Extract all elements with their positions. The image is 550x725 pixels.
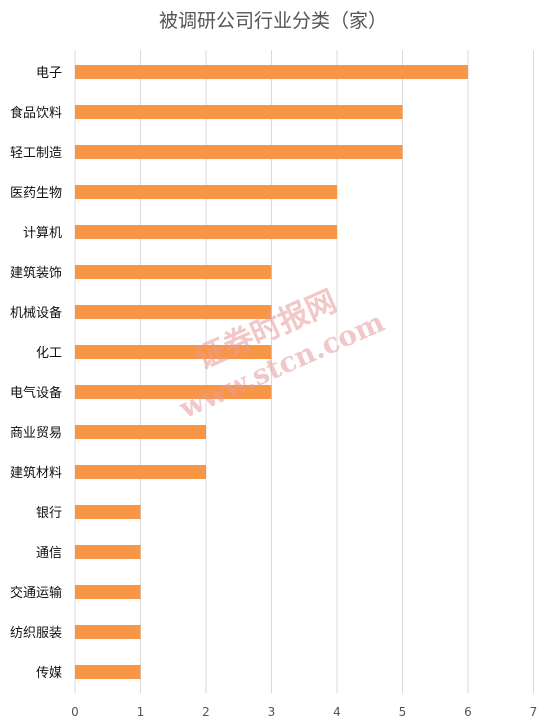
category-label: 电子 — [36, 66, 62, 81]
x-tick-label: 4 — [333, 705, 341, 719]
bar — [75, 545, 141, 559]
bar — [75, 65, 468, 79]
bar — [75, 305, 272, 319]
category-label: 化工 — [36, 346, 62, 361]
bars — [75, 65, 468, 679]
category-label: 建筑材料 — [10, 465, 62, 481]
category-label: 医药生物 — [10, 186, 62, 201]
x-tick-label: 2 — [202, 705, 210, 719]
bar — [75, 505, 141, 519]
bar — [75, 145, 403, 159]
x-tick-label: 3 — [268, 705, 276, 719]
bar — [75, 625, 141, 639]
bar — [75, 265, 272, 279]
x-tick-label: 7 — [530, 705, 538, 719]
bar — [75, 105, 403, 119]
category-label: 通信 — [36, 546, 62, 561]
x-tick-label: 1 — [137, 705, 145, 719]
bar — [75, 465, 206, 479]
x-tick-label: 5 — [399, 705, 407, 719]
bar — [75, 385, 272, 399]
category-labels: 电子食品饮料轻工制造医药生物计算机建筑装饰机械设备化工电气设备商业贸易建筑材料银… — [10, 66, 62, 681]
category-label: 机械设备 — [10, 305, 62, 321]
chart-title: 被调研公司行业分类（家） — [159, 10, 387, 32]
category-label: 轻工制造 — [10, 146, 62, 161]
category-label: 银行 — [36, 506, 62, 521]
category-label: 食品饮料 — [10, 105, 62, 121]
category-label: 建筑装饰 — [10, 265, 62, 281]
category-label: 电气设备 — [10, 385, 62, 401]
bar — [75, 185, 337, 199]
category-label: 商业贸易 — [10, 426, 62, 441]
bar — [75, 345, 272, 359]
bar — [75, 585, 141, 599]
bar — [75, 665, 141, 679]
category-label: 交通运输 — [10, 585, 62, 601]
bar — [75, 225, 337, 239]
watermark: 证券时报网 www.stcn.com — [173, 284, 389, 426]
category-label: 纺织服装 — [10, 626, 62, 641]
x-tick-label: 0 — [71, 705, 79, 719]
x-tick-label: 6 — [464, 705, 472, 719]
bar — [75, 425, 206, 439]
category-label: 计算机 — [23, 226, 62, 241]
x-tick-labels: 0 1 2 3 4 5 6 7 — [71, 705, 537, 719]
category-label: 传媒 — [36, 666, 62, 681]
